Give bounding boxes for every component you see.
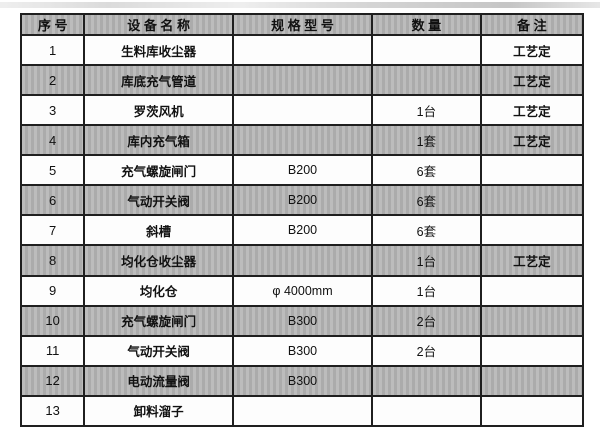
cell-name: 充气螺旋闸门 xyxy=(83,154,234,187)
cell-spec xyxy=(231,394,374,428)
cell-note xyxy=(479,364,585,397)
cell-name: 库内充气箱 xyxy=(83,124,234,157)
cell-name: 库底充气管道 xyxy=(83,64,234,97)
cell-qty xyxy=(371,64,482,97)
table-row: 10 充气螺旋闸门 B300 2台 xyxy=(19,304,585,337)
cell-no: 3 xyxy=(19,94,86,127)
table-row: 12 电动流量阀 B300 xyxy=(19,364,585,397)
table-row: 4 库内充气箱 1套 工艺定 xyxy=(19,124,585,157)
table-header: 序 号 设 备 名 称 规 格 型 号 数 量 备 注 xyxy=(19,13,585,36)
table-row: 11 气动开关阀 B300 2台 xyxy=(19,334,585,367)
cell-no: 13 xyxy=(19,394,86,428)
cell-note: 工艺定 xyxy=(479,244,585,277)
cell-name: 斜槽 xyxy=(83,214,234,247)
cell-no: 1 xyxy=(19,33,86,67)
cell-note: 工艺定 xyxy=(479,124,585,157)
table-body: 1 生料库收尘器 工艺定 2 库底充气管道 工艺定 3 罗茨风机 1台 工艺定 4 库内充气箱 1套 工艺… xyxy=(19,33,585,428)
cell-spec: B200 xyxy=(231,154,374,187)
cell-no: 4 xyxy=(19,124,86,157)
header-spec-model: 规 格 型 号 xyxy=(231,13,374,36)
table-row: 3 罗茨风机 1台 工艺定 xyxy=(19,94,585,127)
cell-spec: B200 xyxy=(231,214,374,247)
cell-no: 7 xyxy=(19,214,86,247)
cell-name: 电动流量阀 xyxy=(83,364,234,397)
cell-qty: 1台 xyxy=(371,274,482,307)
cell-qty: 1台 xyxy=(371,244,482,277)
cell-no: 9 xyxy=(19,274,86,307)
cell-note xyxy=(479,304,585,337)
cell-qty xyxy=(371,33,482,67)
cell-no: 5 xyxy=(19,154,86,187)
cell-spec xyxy=(231,124,374,157)
cell-name: 罗茨风机 xyxy=(83,94,234,127)
cell-spec: B200 xyxy=(231,184,374,217)
table-row: 1 生料库收尘器 工艺定 xyxy=(19,33,585,67)
cell-spec xyxy=(231,33,374,67)
cell-note: 工艺定 xyxy=(479,33,585,67)
scan-artifact xyxy=(0,2,600,8)
cell-note xyxy=(479,154,585,187)
cell-spec: B300 xyxy=(231,304,374,337)
cell-spec xyxy=(231,244,374,277)
cell-note xyxy=(479,214,585,247)
cell-spec xyxy=(231,64,374,97)
cell-note xyxy=(479,274,585,307)
cell-name: 气动开关阀 xyxy=(83,334,234,367)
cell-no: 8 xyxy=(19,244,86,277)
cell-note xyxy=(479,184,585,217)
header-remarks: 备 注 xyxy=(479,13,585,36)
cell-name: 卸料溜子 xyxy=(83,394,234,428)
cell-qty: 6套 xyxy=(371,184,482,217)
header-quantity: 数 量 xyxy=(371,13,482,36)
cell-no: 2 xyxy=(19,64,86,97)
header-serial-number: 序 号 xyxy=(19,13,86,36)
cell-name: 气动开关阀 xyxy=(83,184,234,217)
cell-spec: φ 4000mm xyxy=(231,274,374,307)
cell-spec xyxy=(231,94,374,127)
header-row: 序 号 设 备 名 称 规 格 型 号 数 量 备 注 xyxy=(19,13,585,36)
table-row: 7 斜槽 B200 6套 xyxy=(19,214,585,247)
cell-qty: 2台 xyxy=(371,304,482,337)
equipment-table: 序 号 设 备 名 称 规 格 型 号 数 量 备 注 1 生料库收尘器 工艺定 2 库… xyxy=(19,13,585,428)
table-row: 13 卸料溜子 xyxy=(19,394,585,428)
cell-no: 11 xyxy=(19,334,86,367)
cell-name: 均化仓 xyxy=(83,274,234,307)
cell-spec: B300 xyxy=(231,334,374,367)
cell-no: 12 xyxy=(19,364,86,397)
cell-qty: 1台 xyxy=(371,94,482,127)
cell-note xyxy=(479,394,585,428)
cell-name: 生料库收尘器 xyxy=(83,33,234,67)
header-equipment-name: 设 备 名 称 xyxy=(83,13,234,36)
table-row: 2 库底充气管道 工艺定 xyxy=(19,64,585,97)
cell-note: 工艺定 xyxy=(479,94,585,127)
cell-qty: 1套 xyxy=(371,124,482,157)
table-row: 9 均化仓 φ 4000mm 1台 xyxy=(19,274,585,307)
cell-note: 工艺定 xyxy=(479,64,585,97)
cell-name: 充气螺旋闸门 xyxy=(83,304,234,337)
table-row: 5 充气螺旋闸门 B200 6套 xyxy=(19,154,585,187)
table-row: 6 气动开关阀 B200 6套 xyxy=(19,184,585,217)
cell-qty: 6套 xyxy=(371,214,482,247)
cell-qty xyxy=(371,394,482,428)
cell-qty: 2台 xyxy=(371,334,482,367)
cell-qty: 6套 xyxy=(371,154,482,187)
cell-no: 10 xyxy=(19,304,86,337)
cell-note xyxy=(479,334,585,367)
table-row: 8 均化仓收尘器 1台 工艺定 xyxy=(19,244,585,277)
cell-spec: B300 xyxy=(231,364,374,397)
cell-no: 6 xyxy=(19,184,86,217)
cell-qty xyxy=(371,364,482,397)
cell-name: 均化仓收尘器 xyxy=(83,244,234,277)
